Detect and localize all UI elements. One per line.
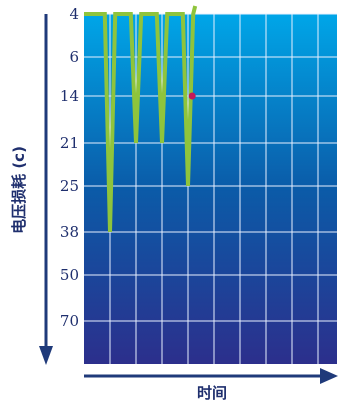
y-ticks: 4 6 14 21 25 38 50 70 bbox=[60, 5, 79, 330]
y-axis-label: 电压损耗 (c) bbox=[10, 146, 28, 234]
x-axis-label: 时间 bbox=[197, 384, 227, 402]
y-tick-label: 25 bbox=[60, 177, 79, 195]
y-tick-label: 38 bbox=[60, 223, 79, 241]
y-tick-label: 50 bbox=[60, 266, 79, 284]
highlight-point bbox=[188, 92, 196, 100]
x-axis-arrow bbox=[320, 368, 338, 384]
grid bbox=[84, 13, 337, 364]
plot-background bbox=[84, 14, 337, 364]
y-axis-arrow bbox=[39, 346, 53, 365]
marker-layer bbox=[188, 92, 196, 100]
y-tick-label: 70 bbox=[60, 312, 79, 330]
series-line bbox=[84, 5, 198, 233]
y-tick-label: 4 bbox=[69, 5, 79, 23]
y-tick-label: 21 bbox=[60, 134, 79, 152]
series-layer bbox=[84, 5, 198, 233]
y-tick-label: 6 bbox=[69, 48, 79, 66]
y-tick-label: 14 bbox=[60, 87, 79, 105]
